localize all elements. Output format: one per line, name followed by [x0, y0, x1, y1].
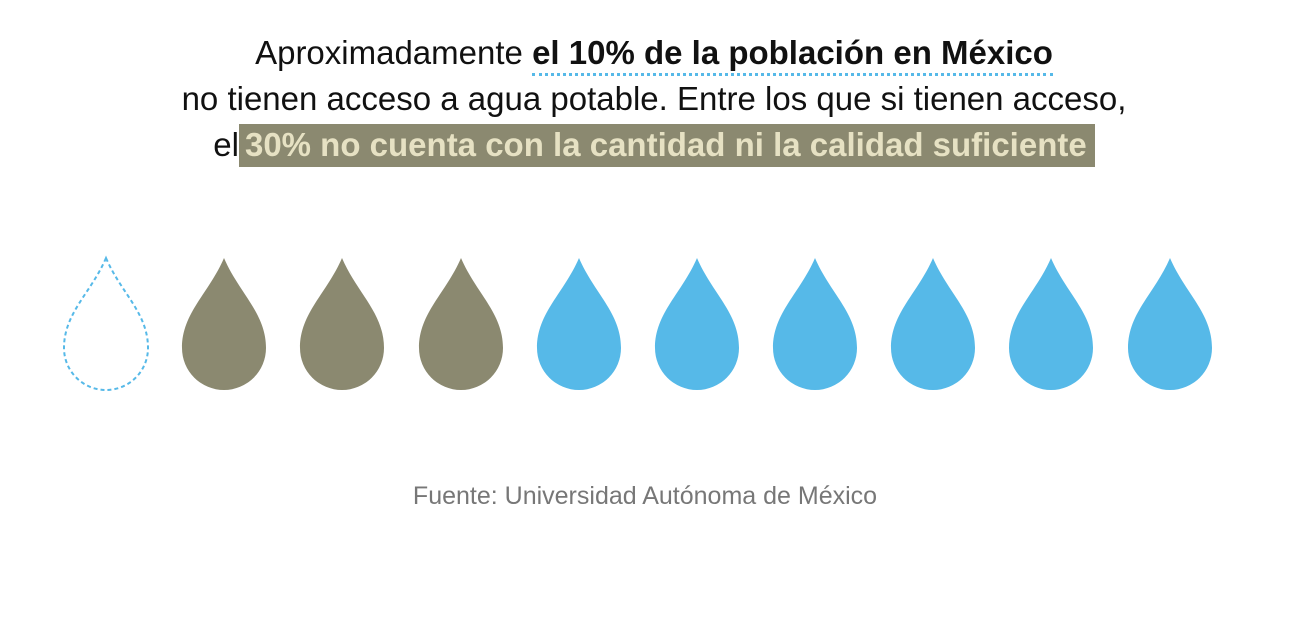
drop-full	[773, 258, 857, 390]
headline-line: el 30% no cuenta con la cantidad ni la ca…	[0, 122, 1308, 168]
drop-insufficient	[419, 258, 503, 390]
headline-line: Aproximadamente el 10% de la población e…	[0, 30, 1308, 76]
drop-empty	[63, 257, 149, 391]
drop-full	[655, 258, 739, 390]
source: Fuente: Universidad Autónoma de México	[412, 482, 878, 510]
drop-full	[1009, 258, 1093, 390]
drop-insufficient	[182, 258, 266, 390]
text: Aproximadamente	[255, 34, 523, 71]
drop-insufficient	[300, 258, 384, 390]
headline: Aproximadamente el 10% de la población e…	[0, 30, 1308, 168]
headline-line: no tienen acceso a agua potable. Entre l…	[181, 80, 1127, 117]
drop-full	[537, 258, 621, 390]
text: el	[213, 126, 239, 163]
drops	[63, 257, 1212, 391]
drop-full	[1128, 258, 1212, 390]
drop-full	[891, 258, 975, 390]
highlight: 30% no cuenta con la cantidad ni la cali…	[238, 124, 1095, 167]
emphasis: el 10% de la población en México	[532, 34, 1053, 76]
